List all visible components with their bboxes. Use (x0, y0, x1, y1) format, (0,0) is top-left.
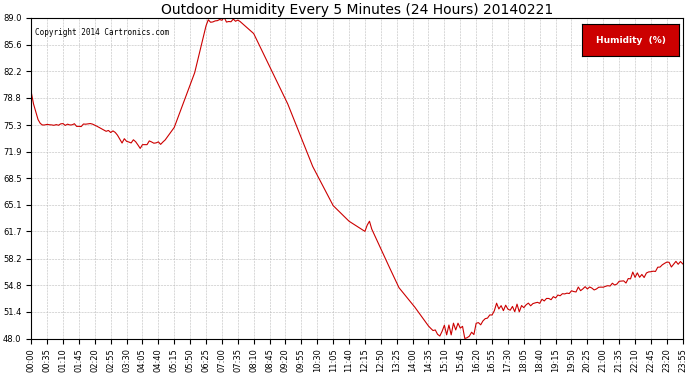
Title: Outdoor Humidity Every 5 Minutes (24 Hours) 20140221: Outdoor Humidity Every 5 Minutes (24 Hou… (161, 3, 553, 17)
Text: Copyright 2014 Cartronics.com: Copyright 2014 Cartronics.com (34, 27, 168, 36)
